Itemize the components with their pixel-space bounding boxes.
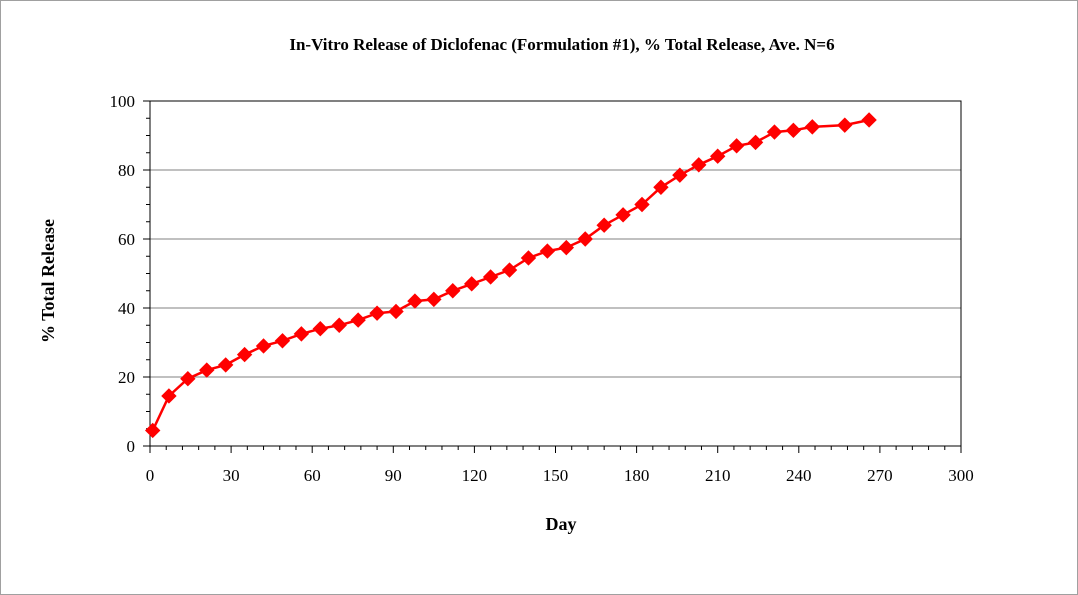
data-point-marker <box>766 124 783 140</box>
data-point-marker <box>785 122 802 139</box>
data-point-marker <box>520 250 537 266</box>
data-point-marker <box>426 291 442 308</box>
data-point-marker <box>255 338 272 354</box>
x-tick-label: 60 <box>304 466 321 485</box>
gridlines <box>150 100 961 378</box>
data-point-marker <box>199 362 215 378</box>
data-point-marker <box>634 196 650 213</box>
data-point-marker <box>837 117 853 133</box>
data-point-marker <box>350 312 366 328</box>
y-tick-label: 100 <box>110 92 136 111</box>
data-point-marker <box>217 357 234 373</box>
data-point-marker <box>293 326 310 342</box>
data-point-marker <box>161 388 177 404</box>
x-tick-label: 120 <box>462 466 488 485</box>
x-tick-label: 180 <box>624 466 650 485</box>
data-point-marker <box>312 320 329 337</box>
y-tick-label: 60 <box>118 230 135 249</box>
data-point-marker <box>369 305 385 321</box>
series-group <box>144 112 877 439</box>
data-point-marker <box>653 179 669 195</box>
x-tick-label: 240 <box>786 466 812 485</box>
y-tick-label: 0 <box>127 437 136 456</box>
x-tick-label: 300 <box>948 466 974 485</box>
data-point-marker <box>539 243 556 259</box>
x-tick-label: 150 <box>543 466 569 485</box>
x-axis: 0 30 60 90 120 150 180 210 240 270 300 <box>146 445 974 485</box>
x-tick-label: 0 <box>146 466 155 485</box>
y-tick-label: 20 <box>118 368 135 387</box>
data-point-marker <box>144 422 161 439</box>
x-tick-label: 90 <box>385 466 402 485</box>
x-axis-label: Day <box>546 514 577 534</box>
data-point-marker <box>709 148 726 164</box>
data-point-marker <box>274 333 291 349</box>
data-point-marker <box>331 317 347 333</box>
data-point-marker <box>407 293 423 309</box>
chart-title: In-Vitro Release of Diclofenac (Formulat… <box>289 35 834 54</box>
y-axis: 0 20 40 60 80 100 <box>110 92 151 456</box>
data-point-marker <box>672 167 688 183</box>
x-tick-label: 210 <box>705 466 731 485</box>
data-point-marker <box>501 262 518 278</box>
data-point-marker <box>388 303 404 320</box>
y-tick-label: 80 <box>118 161 135 180</box>
data-point-marker <box>861 112 877 128</box>
data-point-marker <box>577 231 593 247</box>
data-point-marker <box>615 207 631 223</box>
x-tick-label: 30 <box>223 466 240 485</box>
data-point-marker <box>747 134 764 151</box>
data-point-marker <box>180 371 196 387</box>
data-point-marker <box>691 157 707 173</box>
plot-area <box>149 100 962 447</box>
data-point-marker <box>482 269 499 285</box>
x-tick-label: 270 <box>867 466 893 485</box>
data-point-marker <box>728 138 745 154</box>
data-point-marker <box>558 239 575 256</box>
data-point-marker <box>236 346 253 363</box>
data-point-marker <box>445 283 461 299</box>
y-tick-label: 40 <box>118 299 135 318</box>
data-point-marker <box>804 119 821 135</box>
data-point-marker <box>596 217 612 233</box>
data-point-marker <box>463 276 480 292</box>
y-axis-label: % Total Release <box>38 219 58 343</box>
